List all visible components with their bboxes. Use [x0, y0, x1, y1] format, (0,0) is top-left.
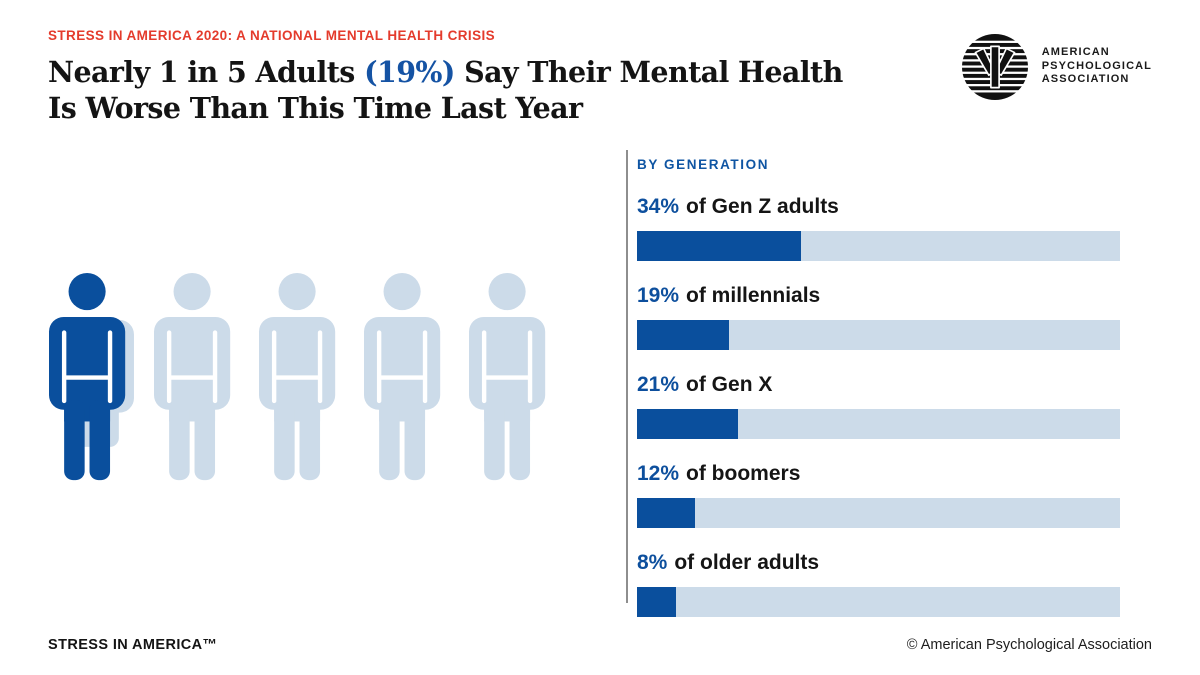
bar-track: [637, 498, 1120, 528]
footer-copyright: © American Psychological Association: [906, 637, 1152, 653]
apa-logo-text: AMERICAN PSYCHOLOGICAL ASSOCIATION: [1042, 34, 1152, 87]
footer-brand: STRESS IN AMERICA™: [48, 637, 218, 653]
bar-fill: [637, 587, 676, 617]
bar-row: 8% of older adults: [637, 551, 1120, 617]
bar-percent: 12%: [637, 462, 680, 485]
pictogram-1-in-5: [48, 150, 626, 605]
generation-bar-chart: BY GENERATION 34% of Gen Z adults 19% of m…: [628, 150, 1120, 617]
bar-fill: [637, 409, 739, 439]
bar-percent: 19%: [637, 284, 680, 307]
page-title: Nearly 1 in 5 Adults (19%) Say Their Men…: [48, 54, 843, 126]
apa-logo-icon: [961, 34, 1028, 105]
person-icon: [153, 273, 239, 483]
apa-logo: AMERICAN PSYCHOLOGICAL ASSOCIATION: [961, 28, 1152, 126]
apa-logo-line1: AMERICAN: [1041, 46, 1110, 58]
apa-logo-line2: PSYCHOLOGICAL: [1041, 59, 1152, 72]
bar-row: 34% of Gen Z adults: [637, 195, 1120, 261]
bar-fill: [637, 320, 729, 350]
main-content: BY GENERATION 34% of Gen Z adults 19% of m…: [48, 150, 1120, 617]
header-text-block: STRESS IN AMERICA 2020: A NATIONAL MENTA…: [48, 28, 843, 126]
bar-track: [637, 320, 1120, 350]
headline-line1-pre: Nearly 1 in 5 Adults: [48, 55, 365, 89]
bar-category: of boomers: [686, 462, 801, 485]
header: STRESS IN AMERICA 2020: A NATIONAL MENTA…: [0, 0, 1200, 126]
apa-logo-line3: ASSOCIATION: [1041, 73, 1130, 85]
bar-track: [637, 587, 1120, 617]
person-icon: [468, 273, 554, 483]
bar-row: 19% of millennials: [637, 284, 1120, 350]
bar-percent: 34%: [637, 195, 680, 218]
bar-percent: 21%: [637, 373, 680, 396]
footer: STRESS IN AMERICA™ © American Psychologi…: [48, 637, 1152, 653]
chart-section-title: BY GENERATION: [637, 157, 770, 172]
person-icon-highlighted: [48, 273, 134, 483]
kicker: STRESS IN AMERICA 2020: A NATIONAL MENTA…: [48, 28, 496, 43]
headline-line2: Is Worse Than This Time Last Year: [48, 91, 583, 125]
bar-label: 34% of Gen Z adults: [637, 195, 1120, 219]
bar-label: 12% of boomers: [637, 462, 1120, 486]
bar-label: 8% of older adults: [637, 551, 1120, 575]
person-icon: [258, 273, 344, 483]
bar-percent: 8%: [637, 551, 668, 574]
bar-category: of Gen X: [686, 373, 773, 396]
bar-label: 19% of millennials: [637, 284, 1120, 308]
person-icon: [363, 273, 449, 483]
bar-track: [637, 409, 1120, 439]
vertical-divider: [626, 150, 628, 603]
bar-row: 12% of boomers: [637, 462, 1120, 528]
bar-category: of Gen Z adults: [686, 195, 839, 218]
headline-stat: (19%): [364, 55, 455, 89]
bar-category: of millennials: [686, 284, 821, 307]
headline-line1-post: Say Their Mental Health: [454, 55, 843, 89]
bar-row: 21% of Gen X: [637, 373, 1120, 439]
bar-label: 21% of Gen X: [637, 373, 1120, 397]
bar-fill: [637, 498, 695, 528]
bar-track: [637, 231, 1120, 261]
bar-fill: [637, 231, 802, 261]
bar-category: of older adults: [674, 551, 820, 574]
